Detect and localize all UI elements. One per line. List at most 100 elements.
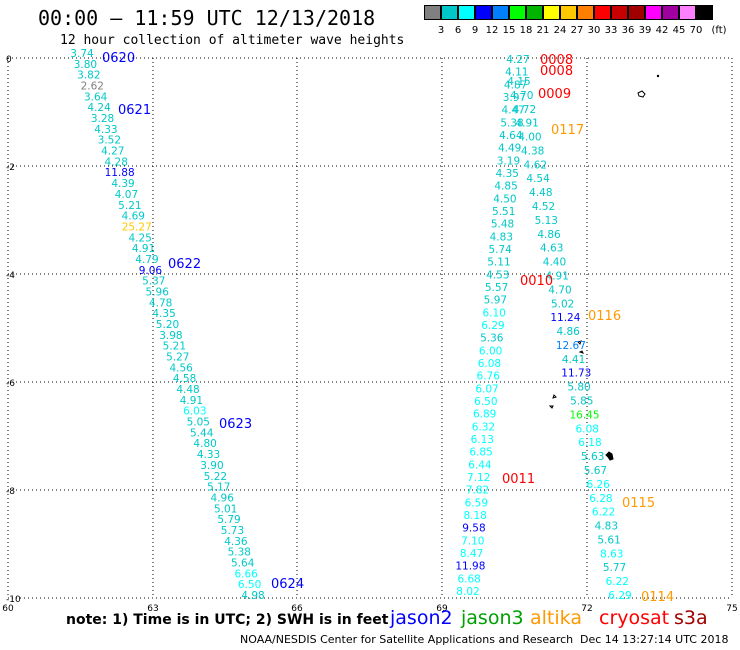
wave-height-value: 5.27 <box>166 352 189 364</box>
wave-height-value: 4.69 <box>122 211 145 223</box>
wave-height-value: 5.79 <box>217 514 240 526</box>
pass-number-label: 0115 <box>622 496 655 511</box>
wave-height-value: 5.20 <box>156 319 179 331</box>
generation-timestamp: Dec 14 13:27:14 UTC 2018 <box>580 633 729 646</box>
wave-height-value: 5.38 <box>500 117 523 129</box>
colorbar-tick-label: 9 <box>471 25 479 36</box>
wave-height-value: 4.33 <box>94 124 117 136</box>
altimeter-tracks: 3.743.803.822.623.644.243.284.333.524.27… <box>70 48 631 602</box>
wave-height-value: 4.86 <box>556 326 580 338</box>
legend-s3a: s3a <box>674 607 708 629</box>
wave-height-value: 3.28 <box>91 113 114 125</box>
colorbar-tick-label: 27 <box>570 25 584 36</box>
wave-height-value: 5.36 <box>480 333 504 345</box>
wave-height-value: 4.56 <box>169 362 193 374</box>
wave-height-value: 4.91 <box>132 243 155 255</box>
colorbar-swatch <box>645 5 662 20</box>
wave-height-value: 5.17 <box>207 482 230 494</box>
wave-height-value: 5.73 <box>221 525 244 537</box>
wave-height-value: 6.44 <box>468 459 492 471</box>
wave-height-value: 4.72 <box>513 104 536 116</box>
wave-height-value: 11.24 <box>550 312 580 324</box>
colorbar-tick-label: 3 <box>437 25 445 36</box>
colorbar-swatch <box>662 5 679 20</box>
wave-height-value: 3.19 <box>497 155 520 167</box>
wave-height-value: 7.10 <box>461 535 484 547</box>
wave-height-value: 25.27 <box>122 221 152 233</box>
wave-height-value: 5.51 <box>492 206 515 218</box>
wave-height-value: 4.78 <box>149 297 172 309</box>
wave-height-value: 3.64 <box>84 91 108 103</box>
wave-height-value: 4.83 <box>490 231 513 243</box>
x-tick-label: 60 <box>2 604 14 614</box>
wave-height-value: 4.48 <box>176 384 199 396</box>
wave-height-value: 4.48 <box>529 187 552 199</box>
wave-height-value: 4.25 <box>128 232 151 244</box>
wave-height-value: 4.54 <box>526 173 550 185</box>
wave-height-value: 7.12 <box>467 472 490 484</box>
colorbar-swatch <box>543 5 560 20</box>
pass-number-label: 0008 <box>540 53 573 68</box>
legend-jason2: jason2 <box>390 607 453 629</box>
wave-height-value: 5.21 <box>118 200 141 212</box>
colorbar-tick-label: 70 <box>689 25 703 36</box>
wave-height-value: 6.08 <box>576 423 599 435</box>
wave-height-value: 4.39 <box>111 178 134 190</box>
colorbar-tick-label: 45 <box>672 25 686 36</box>
wave-height-value: 6.10 <box>482 307 505 319</box>
wave-height-value: 5.13 <box>535 215 558 227</box>
pass-number-label: 0624 <box>271 577 304 592</box>
y-tick-label: -2 <box>6 163 15 173</box>
wave-height-value: 5.97 <box>484 295 507 307</box>
wave-height-value: 8.47 <box>460 548 483 560</box>
wave-height-value: 4.07 <box>115 189 138 201</box>
colorbar-tick-label: 18 <box>519 25 533 36</box>
wave-height-value: 5.77 <box>603 562 626 574</box>
wave-height-value: 6.07 <box>475 383 498 395</box>
credit-text: NOAA/NESDIS Center for Satellite Applica… <box>240 633 574 646</box>
legend-jason3: jason3 <box>461 607 524 629</box>
wave-height-value: 5.02 <box>551 298 574 310</box>
x-tick-label: 75 <box>726 604 737 614</box>
wave-height-value: 6.85 <box>469 447 492 459</box>
pass-number-label: 0010 <box>520 274 553 289</box>
wave-height-value: 8.63 <box>600 548 623 560</box>
wave-height-value: 6.00 <box>479 345 502 357</box>
pass-number-label: 0009 <box>538 87 571 102</box>
wave-height-value: 6.28 <box>589 493 612 505</box>
wave-height-value: 3.97 <box>503 92 526 104</box>
wave-height-value: 6.29 <box>608 590 631 602</box>
wave-height-value: 5.38 <box>228 547 251 559</box>
wave-height-value: 5.64 <box>231 557 255 569</box>
wave-height-value: 5.80 <box>567 382 590 394</box>
colorbar-swatch <box>560 5 577 20</box>
colorbar-tick-label: 6 <box>454 25 462 36</box>
island-marker <box>656 74 660 78</box>
wave-height-value: 4.62 <box>524 159 547 171</box>
wave-height-value: 4.63 <box>540 243 563 255</box>
wave-height-value: 4.91 <box>180 395 203 407</box>
wave-height-value: 4.27 <box>101 146 124 158</box>
wave-height-value: 6.13 <box>471 434 494 446</box>
pass-number-label: 0008 <box>540 64 573 79</box>
wave-height-value: 5.11 <box>487 257 510 269</box>
colorbar-tick-label: 24 <box>553 25 567 36</box>
wave-height-value: 12.67 <box>556 340 586 352</box>
wave-height-value: 3.74 <box>70 48 94 60</box>
x-tick-label: 63 <box>147 604 158 614</box>
wave-height-value: 4.27 <box>506 54 529 66</box>
wave-height-value: 6.22 <box>592 507 615 519</box>
wave-height-value: 5.61 <box>597 534 620 546</box>
wave-height-value: 5.74 <box>488 244 512 256</box>
wave-height-value: 3.90 <box>200 460 223 472</box>
wave-height-value: 5.01 <box>214 503 237 515</box>
wave-height-value: 6.18 <box>578 437 601 449</box>
wave-height-value: 6.89 <box>473 409 496 421</box>
colorbar-swatch <box>509 5 526 20</box>
y-tick-label: 0 <box>6 55 12 65</box>
wave-height-value: 6.50 <box>238 579 261 591</box>
wave-height-value: 4.24 <box>87 102 111 114</box>
colorbar-swatch <box>441 5 458 20</box>
wave-height-value: 5.63 <box>581 451 604 463</box>
